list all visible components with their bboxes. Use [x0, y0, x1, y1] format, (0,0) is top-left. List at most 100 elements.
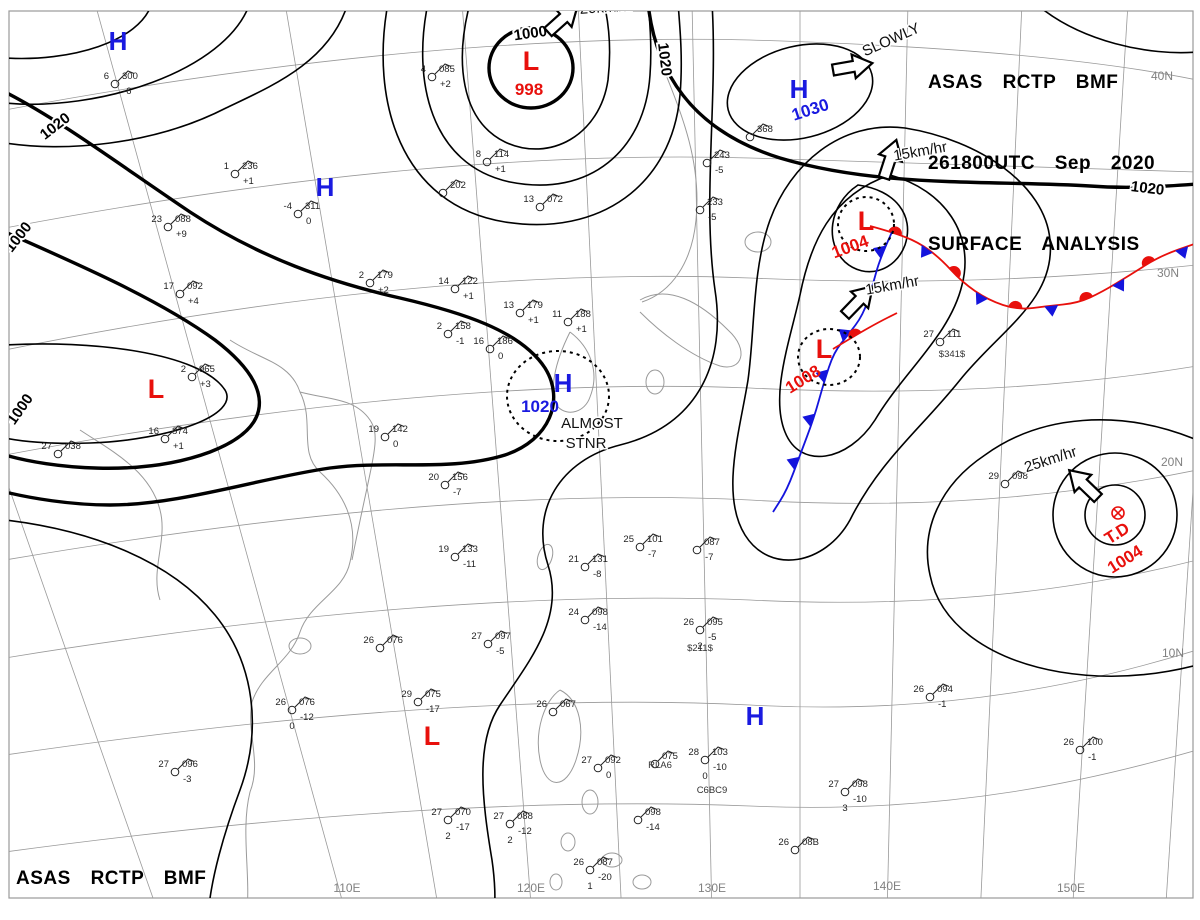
wind-barb-icon [707, 746, 725, 758]
wind-barb-icon [457, 543, 475, 555]
station-dewpoint: -17 [426, 704, 440, 715]
latitude-label: 30N [1157, 266, 1179, 280]
station-pressure: 072 [547, 194, 563, 205]
station-plot: 19 133 -11 [438, 543, 478, 570]
station-circle-icon [483, 639, 493, 649]
station-dewpoint: -5 [496, 646, 504, 657]
station-circle-icon [935, 337, 945, 347]
station-dewpoint: -8 [593, 569, 601, 580]
station-pressure: 111 [947, 329, 961, 340]
station-temperature: 26 [778, 837, 789, 848]
wind-barb-icon [600, 754, 618, 766]
station-circle-icon [187, 372, 197, 382]
station-plot: 27 097 -5 [471, 630, 511, 657]
wind-barb-icon [60, 440, 78, 452]
station-temperature: 16 [473, 336, 484, 347]
station-circle-icon [485, 344, 495, 354]
high-symbol: H [554, 368, 573, 398]
center-motion-note: ALMOST [561, 415, 623, 432]
station-temperature: 28 [688, 747, 699, 758]
station-temperature: 20 [428, 472, 439, 483]
station-plot: 2 179 +2 [359, 269, 393, 296]
movement-arrow-icon [876, 137, 904, 182]
wind-barb-icon [492, 335, 510, 347]
station-circle-icon [700, 755, 710, 765]
longitude-label: 130E [698, 881, 726, 895]
station-extra: 1 [587, 881, 592, 892]
station-pressure: 092 [187, 281, 203, 292]
station-pressure: 075 [662, 751, 678, 762]
station-plot: 27 096 -3 [158, 758, 198, 785]
high-symbol: H [746, 701, 765, 731]
station-plot: 23 088 +9 [151, 213, 191, 240]
wind-barb-icon [1007, 470, 1025, 482]
station-temperature: 26 [275, 697, 286, 708]
movement-speed-label: 20km/hr [579, 0, 634, 18]
station-dewpoint: -20 [598, 872, 612, 883]
station-circle-icon [427, 72, 437, 82]
station-dewpoint: +2 [440, 79, 451, 90]
cold-front-marker-icon [786, 456, 800, 470]
wind-barb-icon [642, 533, 660, 545]
isobar-label: 1020 [654, 42, 675, 77]
station-plot: 16 186 0 [473, 335, 513, 362]
station-pressure: 097 [495, 631, 511, 642]
wind-barb-icon [522, 299, 540, 311]
latitude-label: 20N [1161, 455, 1183, 469]
station-circle-icon [745, 132, 755, 142]
station-plot: 20 156 -7 [428, 471, 468, 498]
wind-barb-icon [294, 696, 312, 708]
station-pressure: 188 [575, 309, 591, 320]
station-circle-icon [593, 763, 603, 773]
station-plot: 26 100 -1 [1063, 736, 1103, 763]
graticule-grid [9, 11, 1193, 898]
isobars [9, 11, 1193, 898]
station-temperature: 26 [363, 635, 374, 646]
station-dewpoint: +2 [378, 285, 389, 296]
wind-barb-icon [382, 634, 400, 646]
cold-front-marker-icon [975, 291, 988, 305]
station-pressure: 179 [527, 300, 543, 311]
coastlines [79, 59, 772, 898]
station-circle-icon [515, 308, 525, 318]
station-pressure: 101 [647, 534, 663, 545]
station-pressure: 103 [712, 747, 728, 758]
wind-barb-icon [587, 553, 605, 565]
station-dewpoint: -10 [713, 762, 727, 773]
cold-front-marker-icon [838, 329, 852, 342]
cold-front [772, 231, 893, 513]
longitude-label: 110E [333, 881, 360, 895]
station-dewpoint: +9 [176, 229, 187, 240]
station-temperature: 13 [523, 194, 534, 205]
wind-barb-icon [194, 363, 212, 375]
station-plot: 27 098 -10 3 [828, 778, 868, 814]
station-pressure: 142 [392, 424, 408, 435]
wind-barb-icon [445, 179, 463, 191]
cold-front-marker-icon [1044, 304, 1059, 317]
station-pressure: 070 [455, 807, 471, 818]
latitude-label: 40N [1151, 69, 1173, 83]
station-plot: 27 038 [41, 440, 81, 459]
longitude-label: 150E [1057, 881, 1085, 895]
station-dewpoint: -14 [646, 822, 660, 833]
movement-arrow-icon [1067, 468, 1104, 504]
station-circle-icon [443, 329, 453, 339]
wind-barb-icon [932, 683, 950, 695]
wind-barb-icon [570, 308, 588, 320]
wind-barb-icon [699, 536, 717, 548]
station-temperature: 26 [913, 684, 924, 695]
station-plot: 075 [650, 750, 678, 769]
station-extra: 2 [507, 835, 512, 846]
station-circle-icon [450, 552, 460, 562]
low-symbol: L [858, 206, 875, 236]
station-pressure: 098 [592, 607, 608, 618]
station-dewpoint: +1 [528, 315, 539, 326]
station-temperature: 29 [988, 471, 999, 482]
station-temperature: 27 [581, 755, 592, 766]
station-dewpoint: -17 [456, 822, 470, 833]
station-plot: 087-7 [692, 536, 720, 563]
movement-arrow-icon [876, 137, 904, 182]
movement-speed-label: SLOWLY [860, 20, 923, 61]
